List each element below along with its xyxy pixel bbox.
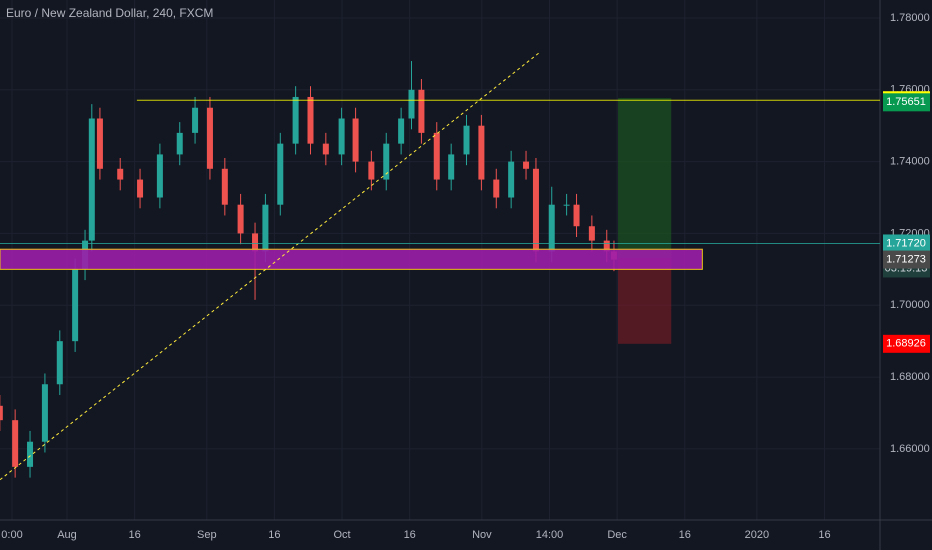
candle-body <box>352 118 359 162</box>
y-tick-label: 1.78000 <box>890 12 930 24</box>
candle-body <box>252 233 259 252</box>
candle-body <box>156 154 163 198</box>
price-label-bg <box>883 334 930 353</box>
x-tick-label: Oct <box>333 529 350 541</box>
candle-body <box>176 132 183 155</box>
target-box <box>618 98 672 258</box>
candle-body <box>27 441 34 467</box>
y-tick-label: 1.68000 <box>890 371 930 383</box>
candle-body <box>221 168 228 205</box>
candle-body <box>398 118 405 144</box>
candle-body <box>56 341 63 385</box>
price-label: 1.75651 <box>886 96 926 108</box>
candle-body <box>137 179 144 198</box>
candle-body <box>72 269 79 342</box>
candle-body <box>41 384 48 442</box>
candle-body <box>117 168 124 180</box>
candle-body <box>603 240 610 252</box>
candle-body <box>573 204 580 227</box>
candle-body <box>532 168 539 252</box>
candle-body <box>448 154 455 180</box>
x-tick-label: 16 <box>404 529 416 541</box>
candle-body <box>493 179 500 198</box>
candle-body <box>523 161 530 169</box>
x-tick-label: 16 <box>268 529 280 541</box>
trendline <box>0 51 541 481</box>
price-label: 1.71720 <box>886 237 926 249</box>
candle-body <box>433 132 440 180</box>
zone <box>0 248 703 270</box>
candle-body <box>0 405 3 421</box>
price-label-bg <box>883 93 930 112</box>
x-tick-label: Aug <box>57 529 77 541</box>
candle-body <box>237 204 244 234</box>
candle-body <box>418 89 425 133</box>
candle-body <box>408 89 415 119</box>
candle-body <box>383 143 390 180</box>
stop-box <box>618 257 672 344</box>
candle-body <box>88 118 95 241</box>
candle-body <box>368 161 375 180</box>
x-tick-label: Nov <box>472 529 492 541</box>
candle-body <box>206 107 213 169</box>
price-label-bg <box>883 234 930 253</box>
x-tick-label: 16 <box>679 529 691 541</box>
price-label: 1.68926 <box>886 338 926 350</box>
candle-body <box>588 226 595 241</box>
candle-body <box>262 204 269 252</box>
price-label: 1.71273 <box>886 253 926 265</box>
candle-body <box>307 96 314 144</box>
x-tick-label: 14:00 <box>536 529 564 541</box>
candle-body <box>508 161 515 198</box>
y-tick-label: 1.66000 <box>890 443 930 455</box>
x-tick-label: Sep <box>197 529 217 541</box>
candle-body <box>463 125 470 155</box>
candle-body <box>338 118 345 155</box>
candle-body <box>548 204 555 252</box>
x-tick-label: 16 <box>129 529 141 541</box>
candle-body <box>96 118 103 169</box>
y-tick-label: 1.74000 <box>890 156 930 168</box>
candle-body <box>478 125 485 180</box>
x-tick-label: 2020 <box>745 529 769 541</box>
y-tick-label: 1.70000 <box>890 299 930 311</box>
x-tick-label: 16 <box>818 529 830 541</box>
candle-body <box>322 143 329 155</box>
x-tick-label: Dec <box>607 529 627 541</box>
candle-body <box>12 420 19 467</box>
candle-body <box>292 96 299 144</box>
candle-body <box>277 143 284 205</box>
chart-title: Euro / New Zealand Dollar, 240, FXCM <box>6 6 213 20</box>
x-tick-label: 0:00 <box>1 529 22 541</box>
candle-body <box>192 107 199 133</box>
price-label-bg <box>883 250 930 269</box>
candle-body <box>563 204 570 206</box>
